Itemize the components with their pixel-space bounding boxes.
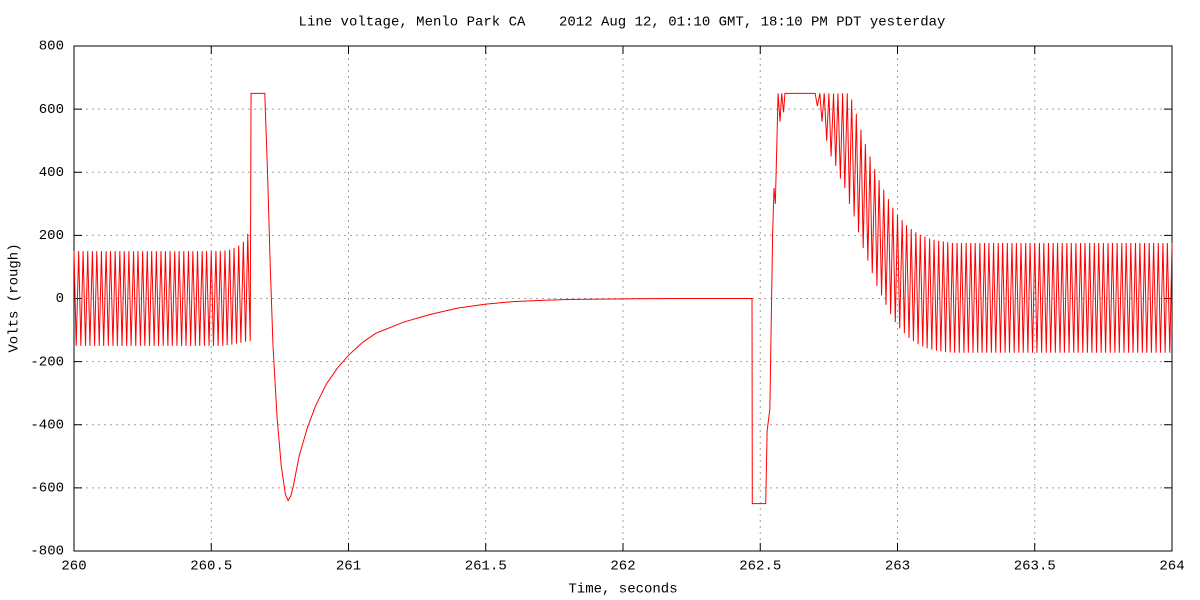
y-tick-label: -800 xyxy=(30,544,64,560)
y-tick-label: 200 xyxy=(39,228,64,244)
y-tick-label: 600 xyxy=(39,102,64,118)
x-tick-label: 260 xyxy=(61,559,86,575)
x-axis-label: Time, seconds xyxy=(568,582,677,598)
x-tick-label: 262 xyxy=(610,559,635,575)
y-tick-label: -600 xyxy=(30,481,64,497)
y-tick-label: 400 xyxy=(39,165,64,181)
y-axis-label: Volts (rough) xyxy=(7,243,23,352)
y-tick-label: -400 xyxy=(30,417,64,433)
x-tick-label: 263 xyxy=(885,559,910,575)
x-tick-label: 262.5 xyxy=(739,559,781,575)
y-tick-label: 800 xyxy=(39,39,64,55)
x-tick-label: 261 xyxy=(336,559,361,575)
x-tick-label: 261.5 xyxy=(465,559,507,575)
voltage-line xyxy=(73,92,1173,505)
plot-frame xyxy=(73,45,1173,552)
y-tick-label: 0 xyxy=(56,291,64,307)
y-tick-label: -200 xyxy=(30,354,64,370)
chart-title: Line voltage, Menlo Park CA 2012 Aug 12,… xyxy=(299,15,946,31)
x-tick-label: 263.5 xyxy=(1014,559,1056,575)
x-tick-label: 260.5 xyxy=(190,559,232,575)
x-tick-label: 264 xyxy=(1159,559,1184,575)
